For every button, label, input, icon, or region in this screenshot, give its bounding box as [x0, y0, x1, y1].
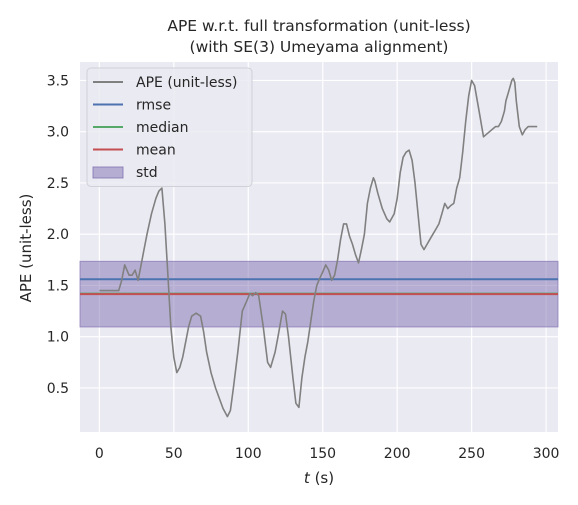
- y-tick-label: 3.0: [47, 125, 69, 141]
- legend-box: [86, 67, 253, 187]
- x-tick-label: 300: [533, 446, 560, 462]
- legend-label-mean: mean: [136, 143, 176, 159]
- legend-label-ape-unit-less: APE (unit-less): [136, 75, 238, 91]
- x-tick-label: 250: [458, 446, 485, 462]
- y-tick-label: 3.5: [47, 73, 69, 89]
- legend-label-rmse: rmse: [136, 98, 171, 114]
- legend-label-median: median: [136, 120, 188, 136]
- y-tick-label: 0.5: [47, 381, 69, 397]
- y-tick-labels: 0.5 1.0 1.5 2.0 2.5 3.0 3.5: [47, 73, 69, 396]
- y-tick-label: 2.0: [47, 227, 69, 243]
- legend: APE (unit-less) rmse median mean std: [86, 67, 253, 187]
- y-axis-label: APE (unit-less): [17, 194, 35, 303]
- chart-title-line-2: (with SE(3) Umeyama alignment): [190, 38, 449, 56]
- x-axis-label-variable: t: [304, 469, 311, 487]
- chart-title-line-1: APE w.r.t. full transformation (unit-les…: [167, 17, 470, 35]
- x-axis-label-unit: (s): [310, 469, 334, 487]
- legend-label-std: std: [136, 165, 158, 181]
- y-tick-label: 1.0: [47, 330, 69, 346]
- x-tick-label: 0: [95, 446, 104, 462]
- x-tick-label: 100: [235, 446, 262, 462]
- series-group: [99, 77, 538, 418]
- legend-swatch-std: [92, 166, 124, 179]
- x-tick-label: 200: [384, 446, 411, 462]
- x-axis-label: t (s): [304, 469, 334, 487]
- y-tick-label: 1.5: [47, 278, 69, 294]
- plot-area-group: [79, 62, 559, 432]
- x-tick-labels: 0 50 100 150 200 250 300: [95, 446, 560, 462]
- ape-series-line: [99, 77, 538, 418]
- y-tick-label: 2.5: [47, 176, 69, 192]
- x-tick-label: 50: [165, 446, 183, 462]
- x-tick-label: 150: [309, 446, 336, 462]
